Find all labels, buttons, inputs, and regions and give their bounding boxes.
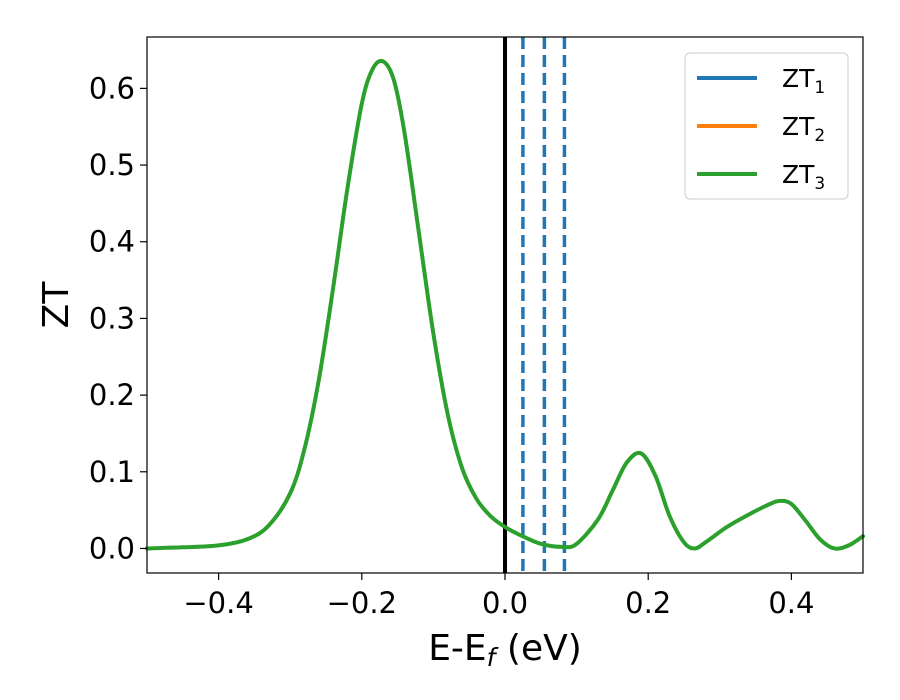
legend-label-sub-3: 3 (814, 174, 825, 194)
legend-label-sub-1: 1 (814, 78, 825, 98)
y-tick-label-5: 0.4 (89, 225, 135, 259)
legend-label-2: ZT2 (782, 112, 825, 146)
x-tick-label-5: 0.4 (768, 586, 814, 620)
y-tick-label-7: 0.6 (89, 71, 135, 105)
legend-label-main-1: ZT (782, 64, 815, 93)
legend-label-main-2: ZT (782, 112, 815, 141)
y-tick-label-3: 0.2 (89, 378, 135, 412)
x-axis-label-unit: (eV) (495, 628, 581, 669)
x-axis-label: E-Ef (eV) (428, 628, 582, 672)
series-line-3 (145, 58, 865, 551)
y-axis-label: ZT (36, 281, 77, 329)
axis-ticks: −0.4 −0.2 0.0 0.2 0.4 0.0 0.1 0.2 0.3 0.4 0.5 0.6 (89, 71, 815, 620)
x-axis-label-main: E-E (428, 628, 486, 669)
legend-label-3: ZT3 (782, 160, 825, 194)
legend-label-sub-2: 2 (814, 126, 825, 146)
chart-marks (145, 37, 865, 573)
x-tick-label-2: −0.2 (327, 586, 397, 620)
legend-label-main-3: ZT (782, 160, 815, 189)
x-tick-label-3: 0.0 (482, 586, 528, 620)
y-tick-label-2: 0.1 (89, 455, 135, 489)
x-tick-label-1: −0.4 (183, 586, 253, 620)
x-tick-label-4: 0.2 (625, 586, 671, 620)
y-tick-label-6: 0.5 (89, 148, 135, 182)
y-tick-label-4: 0.3 (89, 301, 135, 335)
legend-box (684, 52, 849, 200)
y-tick-label-1: 0.0 (89, 531, 135, 565)
legend-label-1: ZT1 (782, 64, 825, 98)
